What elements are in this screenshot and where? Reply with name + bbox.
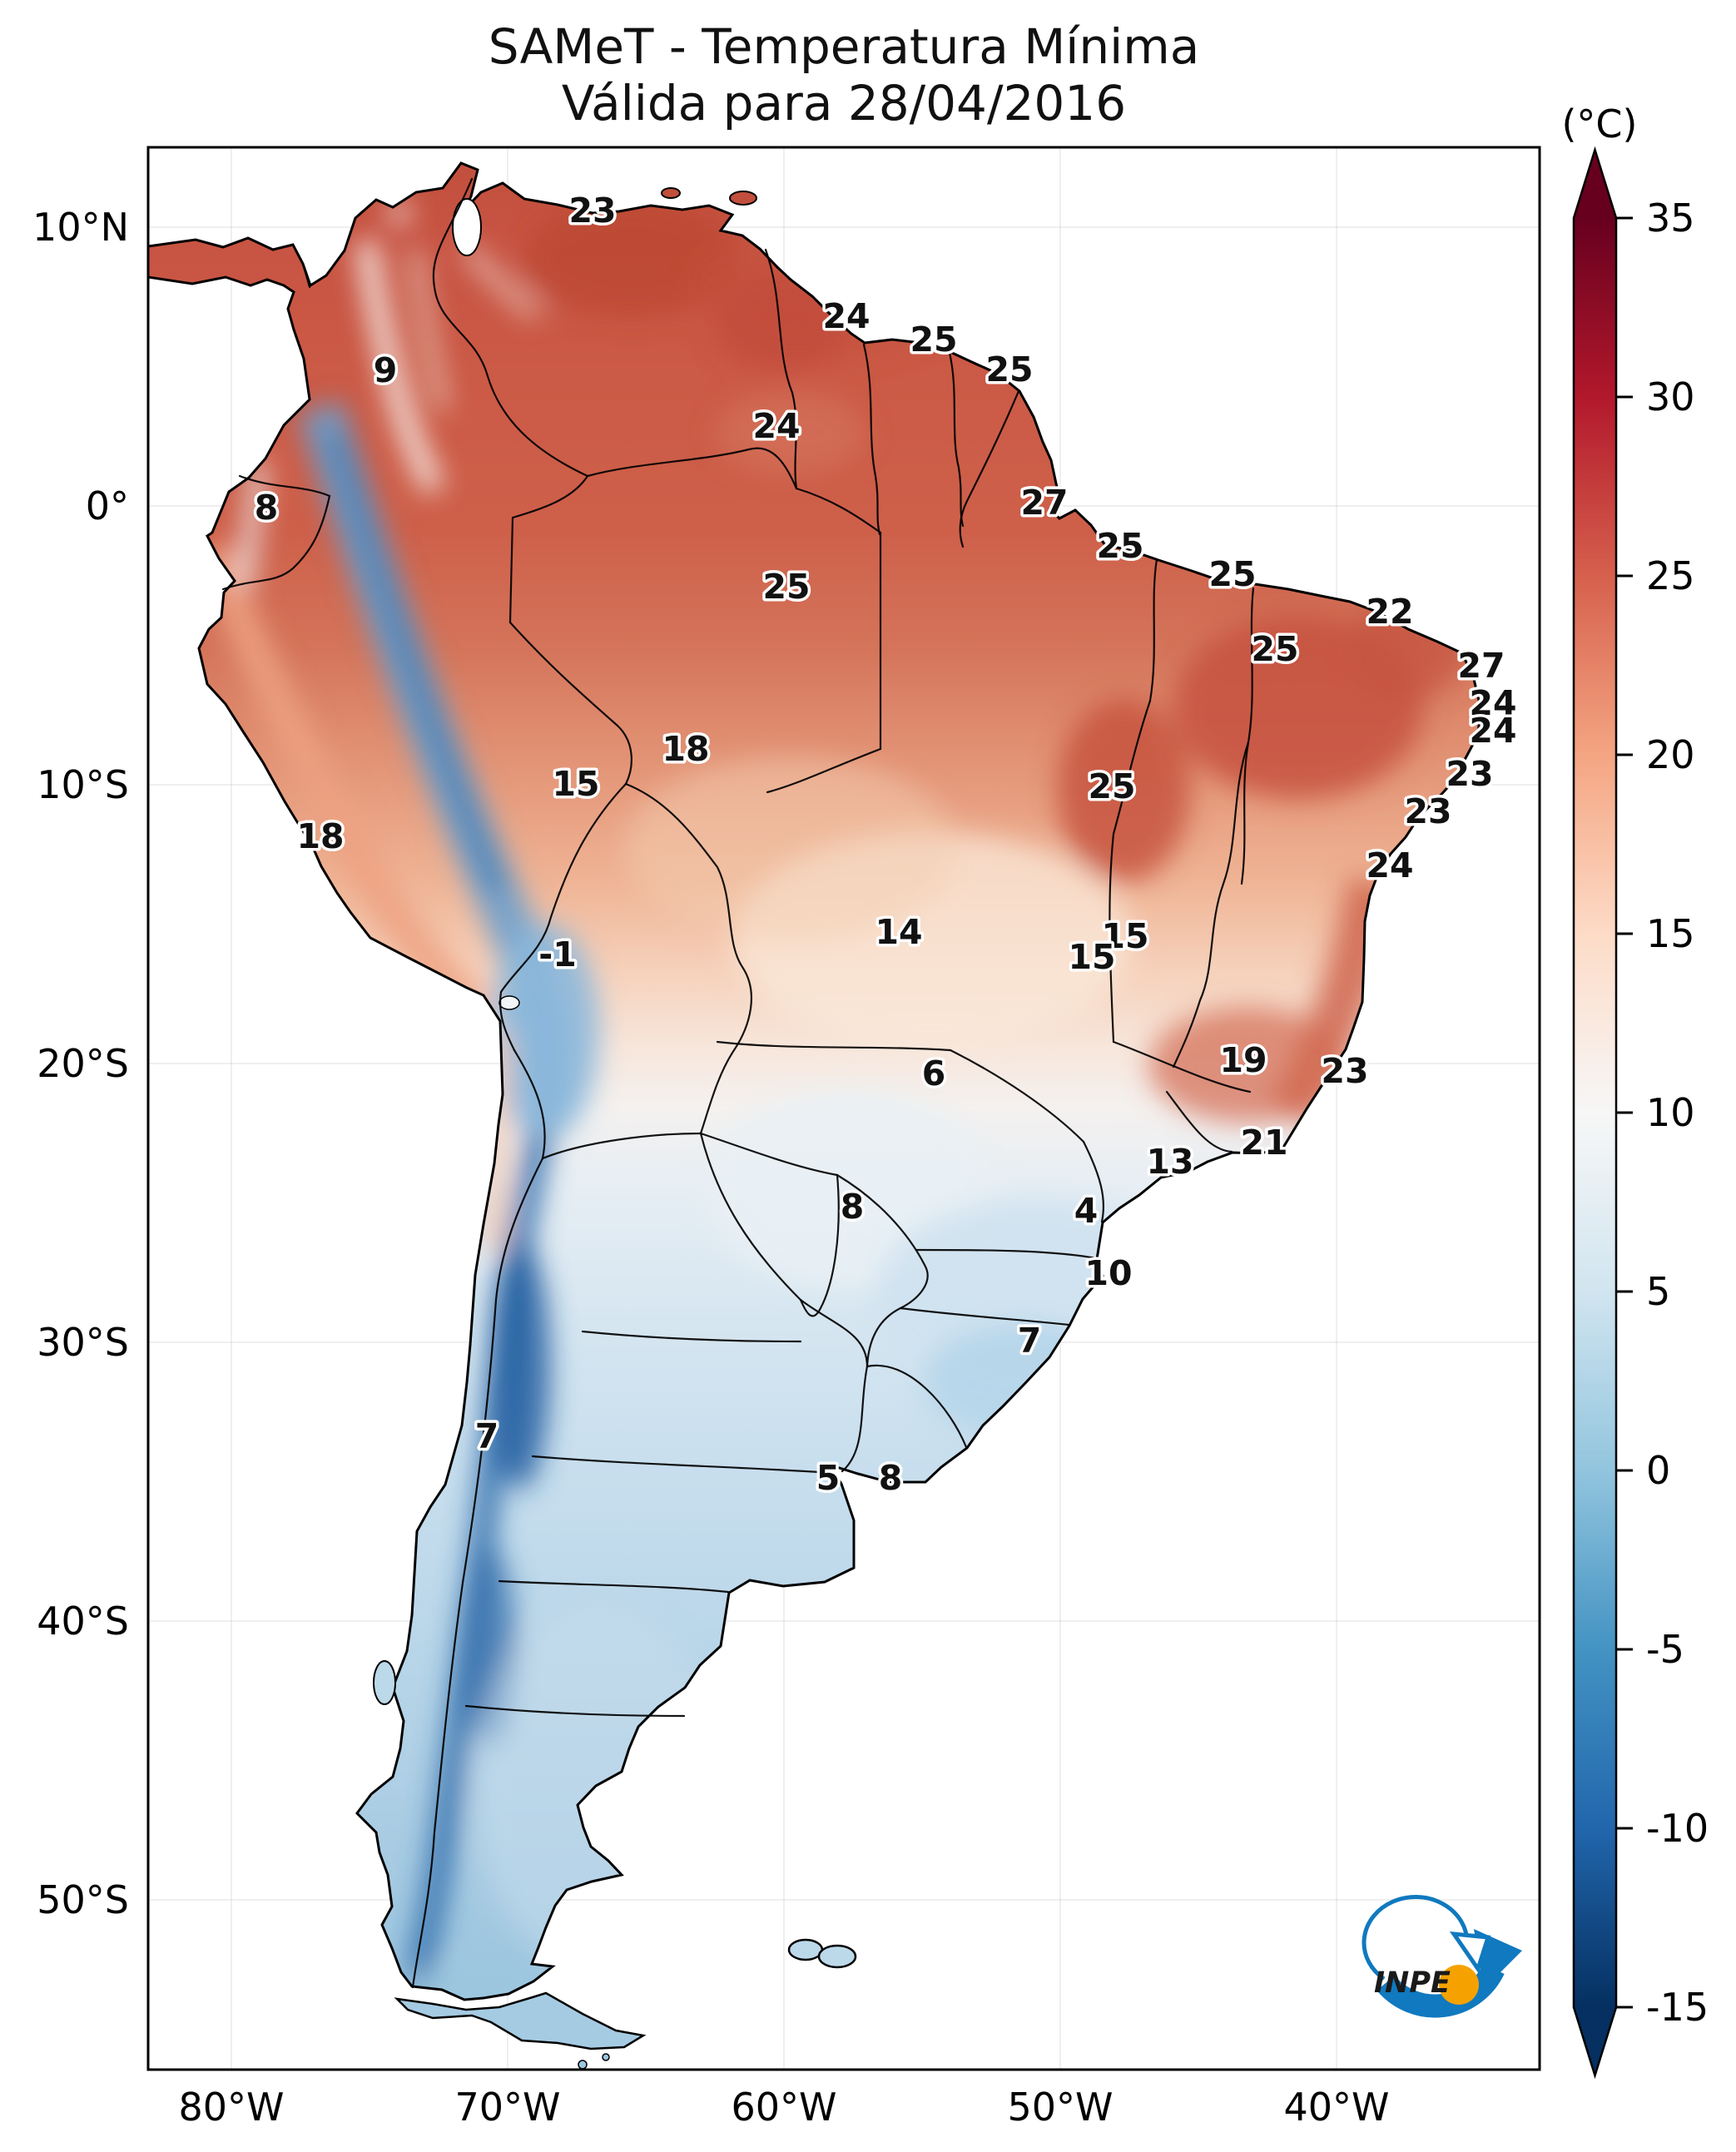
colorbar-tick-label: -15: [1646, 1985, 1709, 2030]
temp-label: 5: [816, 1458, 841, 1498]
lon-tick-label: 70°W: [454, 2085, 560, 2130]
temp-label: 23: [1404, 791, 1451, 831]
lat-tick-label: 40°S: [37, 1599, 129, 1644]
colorbar-unit-label: (°C): [1561, 102, 1637, 146]
temp-label: 22: [1366, 592, 1413, 632]
temp-label: 24: [1469, 711, 1516, 751]
temp-label: 10: [1084, 1253, 1132, 1293]
temp-label: 8: [255, 488, 279, 528]
temp-label: -1: [538, 935, 577, 974]
colorbar-tick-label: 25: [1646, 553, 1695, 598]
temp-label: 7: [1018, 1321, 1042, 1361]
colorbar-tick-label: 10: [1646, 1090, 1695, 1135]
colorbar-tick-label: 0: [1646, 1448, 1670, 1493]
temp-label: 25: [762, 567, 810, 607]
colorbar-tick-label: -5: [1646, 1627, 1684, 1672]
temp-label: 25: [910, 320, 957, 359]
logo-orbit-arrowhead: [1449, 1931, 1491, 1974]
colorbar-gradient: [1574, 218, 1616, 2007]
temp-label: 27: [1020, 483, 1068, 523]
lat-tick-label: 50°S: [37, 1877, 129, 1922]
page-subtitle: Válida para 28/04/2016: [561, 75, 1127, 131]
map-frame: [146, 146, 1541, 2071]
colorbar-tick-label: 35: [1646, 196, 1695, 240]
temp-label: 25: [1088, 766, 1135, 806]
temp-label: 25: [1251, 629, 1298, 669]
lon-tick-label: 50°W: [1007, 2085, 1113, 2130]
temp-label: 25: [1096, 526, 1143, 566]
logo-text: INPE: [1374, 1966, 1451, 2000]
lat-tick-label: 20°S: [37, 1041, 129, 1086]
temp-label: 6: [922, 1054, 946, 1093]
temp-label: 19: [1219, 1040, 1267, 1080]
temp-label: 15: [1068, 937, 1115, 977]
longitude-axis: 80°W 70°W 60°W 50°W 40°W: [178, 2085, 1389, 2130]
temp-label: 9: [374, 350, 398, 390]
lon-tick-label: 60°W: [731, 2085, 836, 2130]
colorbar: 35 30 25 20 15 10 5 0 -5 -10 -15 (°C): [1561, 102, 1709, 2080]
latitude-axis: 10°N 0° 10°S 20°S 30°S 40°S 50°S: [32, 205, 129, 1922]
lat-tick-label: 30°S: [37, 1320, 129, 1365]
colorbar-arrow-top: [1574, 150, 1616, 218]
temp-label: 23: [1321, 1051, 1368, 1091]
temp-label: 27: [1457, 646, 1505, 686]
falkland-east: [817, 1944, 857, 1969]
temp-label: 15: [552, 764, 599, 804]
temp-label: 23: [1446, 754, 1493, 794]
temp-label: 24: [1469, 683, 1516, 723]
temp-label: 24: [822, 296, 870, 336]
islands-and-lakes: [373, 187, 857, 2070]
temp-label: 7: [475, 1416, 499, 1456]
temp-label: 14: [875, 912, 922, 952]
colorbar-arrow-bottom: [1574, 2007, 1616, 2075]
border-lines: [221, 177, 1255, 1989]
temp-label: 23: [568, 191, 616, 231]
temp-label: 4: [1074, 1191, 1099, 1231]
colorbar-tick-label: 15: [1646, 911, 1695, 956]
colorbar-tick-label: -10: [1646, 1806, 1709, 1851]
logo-sun-circle: [1439, 1965, 1479, 2005]
temp-label: 24: [752, 406, 800, 446]
falkland-west: [787, 1938, 824, 1961]
lon-tick-label: 80°W: [178, 2085, 284, 2130]
temp-label: 21: [1240, 1123, 1287, 1163]
colorbar-tick-label: 5: [1646, 1269, 1670, 1314]
lat-tick-label: 10°S: [37, 762, 129, 807]
temp-label: 18: [296, 816, 344, 856]
chiloe-island: [373, 1660, 396, 1705]
temp-label: 25: [985, 350, 1033, 389]
temp-label: 18: [662, 729, 709, 769]
colorbar-tick-label: 20: [1646, 732, 1695, 777]
tierra-del-fuego: [394, 1991, 647, 2050]
lat-tick-label: 0°: [86, 483, 129, 528]
page-title: SAMeT - Temperatura Mínima: [488, 18, 1200, 75]
logo-orbit-line: [1362, 1895, 1470, 1981]
inpe-logo: INPE: [1362, 1895, 1522, 2018]
lon-tick-label: 40°W: [1283, 2085, 1389, 2130]
temp-label: 8: [841, 1187, 865, 1227]
temp-label: 8: [879, 1458, 903, 1498]
temp-label: 25: [1208, 554, 1256, 594]
temp-label: 24: [1366, 845, 1413, 885]
temp-label: 13: [1146, 1142, 1193, 1182]
lat-tick-label: 10°N: [32, 205, 129, 250]
temp-label: 15: [1101, 916, 1148, 956]
colorbar-tick-label: 30: [1646, 374, 1695, 419]
